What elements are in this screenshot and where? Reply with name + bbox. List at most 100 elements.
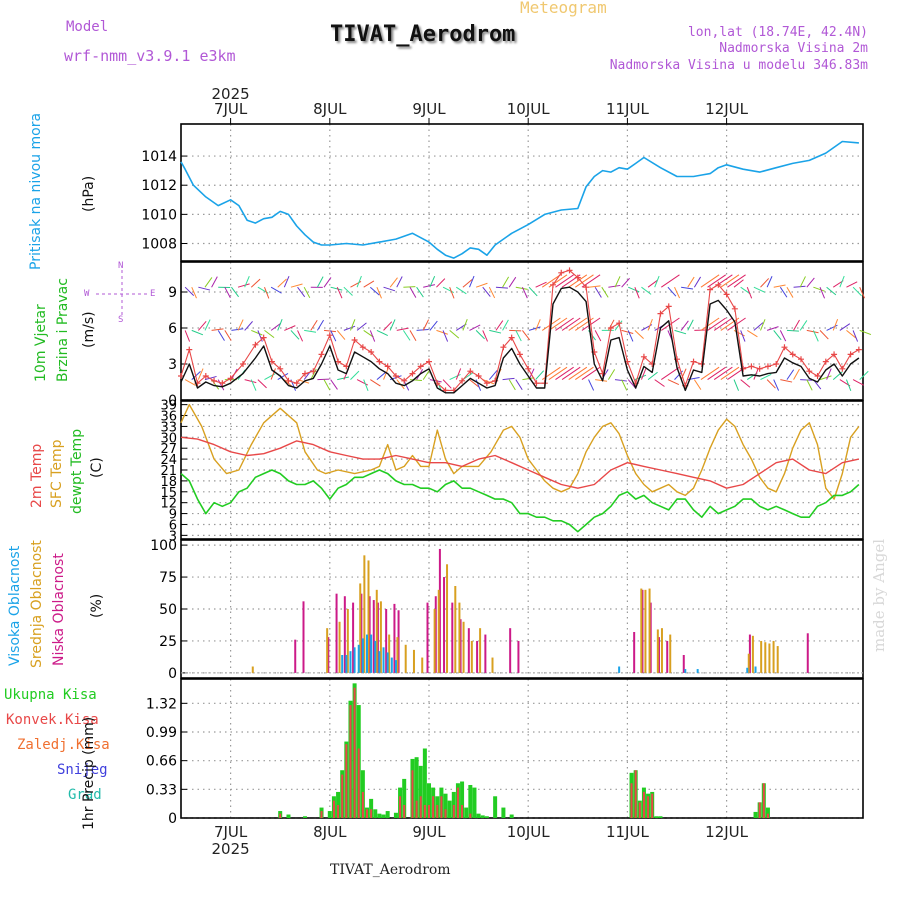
wind-barb [277,278,287,288]
wind-barb [700,274,720,288]
precip-total-bar [303,816,307,818]
pressure-line [180,140,859,259]
y-tick-label: 0.33 [146,782,177,798]
legend-freezing-rain: Zaledj.Kisa [17,737,110,753]
cloud-bar [509,628,512,673]
precip-total-bar [476,813,481,818]
wind-barb [614,379,627,382]
wind-barb [303,286,311,299]
cloud-bar [467,628,470,673]
wind-barb [436,329,448,335]
precip-convective-bar [630,783,633,818]
wind-barb [561,317,581,331]
cloud-bar [459,619,462,673]
wind-barb [495,320,504,331]
wind-barb [522,377,535,381]
wind-barb [488,286,496,299]
y-tick-label: 0 [168,393,177,409]
precip-total-bar [493,796,498,818]
wind-gust-marker [318,351,325,358]
page-title: TIVAT_Aerodrom [330,22,516,47]
wind-barb [621,329,634,335]
wind-barb [316,319,325,331]
wind-gust-marker [186,346,193,353]
cloud-bar [349,651,352,673]
wind-gust-line [180,269,860,391]
cloud-bar [648,588,651,673]
wind-barb [356,379,368,386]
wind-barb [819,287,826,299]
wind-barb [568,274,588,288]
wind-gust-marker [665,303,672,310]
precip-total-bar [501,807,506,818]
wind-barb [819,330,829,340]
wind-barb [674,286,681,299]
cloud-bar [370,634,373,673]
wind-gust-marker [467,368,474,375]
x-day-label-bottom: 11JUL [606,823,649,841]
precip-convective-bar [469,813,472,818]
y-tick-label: 0.66 [146,754,177,770]
wind-barb [237,319,244,331]
wind-barb [806,277,815,288]
y-tick-label: 1008 [141,237,177,253]
cloud-bar [367,560,370,673]
x-day-label-bottom: 9JUL [412,823,446,841]
cloud-bar [451,602,454,673]
wind-barb [859,329,872,336]
wind-barb [224,286,231,299]
wind-barb [416,329,429,331]
cloud-bar [378,651,381,673]
cloud-bar [434,596,437,673]
precip-total-bar [472,787,477,818]
cloud-bar [386,652,389,673]
coords-label: lon,lat (18.74E, 42.4N) [687,25,868,40]
y-tick-label: 0 [168,811,177,827]
precip-convective-bar [456,787,459,818]
wind-barb [740,379,751,388]
wind-barb [680,368,687,380]
cloud-bar [644,589,647,673]
wind-gust-marker [616,320,623,327]
cloud-bar [366,634,368,673]
wind-barb [489,329,502,334]
wind-barb [310,320,318,331]
y-tick-label: 1012 [141,178,177,194]
wind-gust-marker [302,370,308,377]
wind-barb [753,322,764,331]
wind-barb [456,286,467,295]
y-tick-label: 75 [159,570,177,586]
precip-convective-bar [345,744,348,818]
wind-barb [184,286,195,296]
wind-barb [687,276,695,288]
wind-gust-marker [723,291,730,298]
wind-barb [654,379,665,387]
precip-convective-bar [436,804,439,818]
y-tick-label: 100 [150,538,177,554]
wind-barb [383,368,389,380]
wind-gust-marker [855,346,862,353]
wind-barb [369,286,380,296]
cloud-bar [372,600,375,673]
wind-gust-marker [690,358,697,365]
precip-convective-bar [353,687,356,818]
2m-temp-line [180,436,860,489]
wind-barb [779,330,787,342]
wind-barb [555,317,574,331]
panel-frame-1 [180,123,864,262]
wind-barb [661,274,680,288]
cloud-bar [684,669,687,673]
wind-barb [197,368,204,380]
wind-barb [608,284,621,288]
wind-barb [555,274,574,288]
wind-barb [522,330,531,341]
wind-gust-marker [707,286,714,293]
wind-barb [793,285,806,288]
precip-convective-bar [461,804,464,818]
wind-barb [330,330,337,342]
wind-barb [231,328,244,331]
x-day-label-bottom: 7JUL [214,823,248,841]
cloud-bar [404,644,407,673]
wind-barb [337,376,350,381]
cloud-bar [302,601,305,673]
